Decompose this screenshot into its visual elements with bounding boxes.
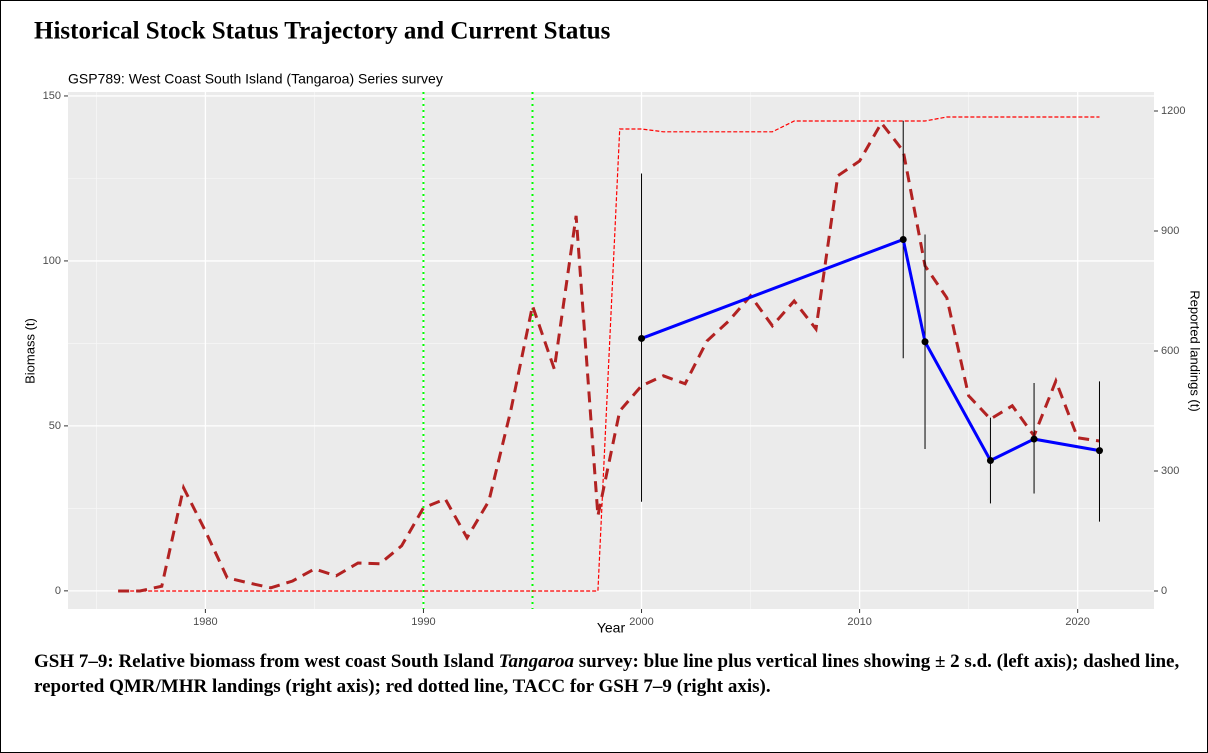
data-point — [638, 334, 646, 342]
series-line — [118, 120, 1100, 593]
y-tick-label: 100 — [43, 255, 61, 267]
data-point — [1095, 447, 1103, 455]
heading: Historical Stock Status Trajectory and C… — [34, 18, 611, 45]
chart-title: GSP789: West Coast South Island (Tangaro… — [68, 71, 443, 87]
caption-text: survey: blue line plus vertical lines sh… — [34, 651, 1180, 697]
x-tick-label: 2000 — [629, 616, 653, 628]
data-point — [986, 457, 994, 465]
series-line — [118, 116, 1100, 592]
y2-tick-label: 600 — [1161, 345, 1179, 357]
y2-tick-label: 0 — [1161, 585, 1167, 597]
x-tick-label: 1990 — [411, 616, 435, 628]
y-axis-label: Biomass (t) — [22, 318, 37, 384]
x-tick-label: 2020 — [1065, 616, 1089, 628]
y-tick-label: 150 — [43, 90, 61, 102]
x-tick-label: 2010 — [847, 616, 871, 628]
plot-panel — [68, 92, 1154, 609]
y2-axis-label: Reported landings (t) — [1188, 290, 1203, 411]
series-line — [640, 237, 1100, 463]
y2-tick-label: 1200 — [1161, 105, 1185, 117]
caption: GSH 7–9: Relative biomass from west coas… — [34, 649, 1199, 699]
y-tick-label: 0 — [55, 585, 61, 597]
data-point — [921, 338, 929, 346]
y-tick-label: 50 — [49, 420, 61, 432]
data-point — [899, 235, 907, 243]
y2-tick-label: 300 — [1161, 465, 1179, 477]
x-axis-label: Year — [597, 620, 626, 636]
chart: Historical Stock Status Trajectory and C… — [22, 18, 1203, 636]
y2-tick-label: 900 — [1161, 225, 1179, 237]
caption-italic: Tangaroa — [498, 651, 574, 672]
caption-text: GSH 7–9: Relative biomass from west coas… — [34, 651, 499, 672]
data-point — [1030, 435, 1038, 443]
x-tick-label: 1980 — [193, 616, 217, 628]
